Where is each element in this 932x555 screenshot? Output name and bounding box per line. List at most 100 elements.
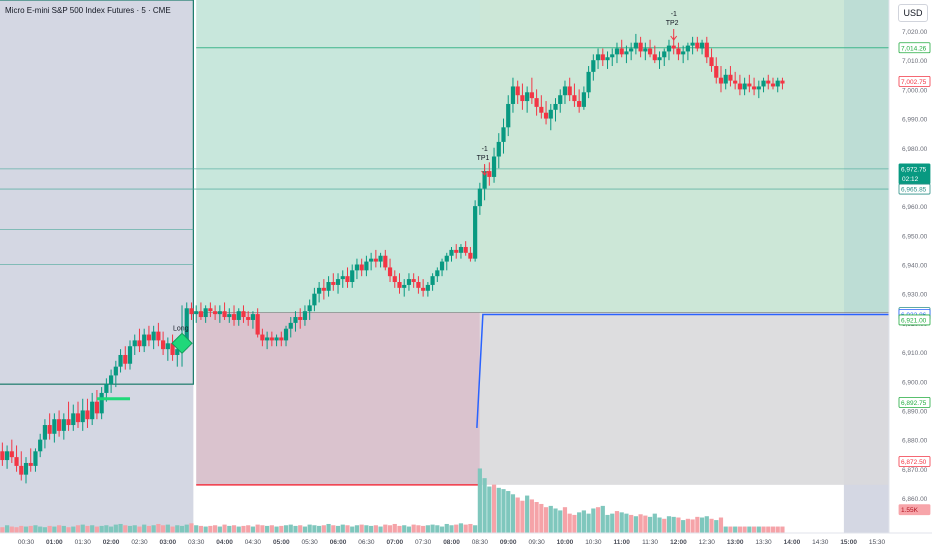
candle[interactable]: [151, 325, 156, 350]
candle[interactable]: [638, 36, 643, 58]
candle[interactable]: [435, 267, 440, 283]
candle[interactable]: [331, 273, 336, 291]
candle[interactable]: [421, 279, 426, 297]
candle[interactable]: [274, 334, 279, 347]
candle[interactable]: [137, 328, 142, 353]
candle[interactable]: [203, 305, 208, 323]
candle[interactable]: [463, 241, 468, 256]
candle[interactable]: [80, 398, 85, 431]
candle[interactable]: [387, 258, 393, 283]
candle[interactable]: [525, 86, 530, 113]
candle[interactable]: [189, 302, 194, 320]
candle[interactable]: [515, 80, 520, 104]
candle[interactable]: [425, 282, 430, 297]
candle[interactable]: [402, 279, 407, 297]
candle[interactable]: [581, 86, 586, 110]
candle[interactable]: [397, 273, 402, 294]
candle[interactable]: [288, 317, 293, 338]
candle[interactable]: [624, 45, 629, 64]
candle[interactable]: [473, 200, 478, 262]
candle[interactable]: [610, 48, 615, 67]
candle[interactable]: [586, 66, 591, 99]
candle[interactable]: [614, 42, 620, 64]
candle[interactable]: [449, 246, 454, 262]
candle[interactable]: [132, 334, 137, 355]
candle[interactable]: [529, 77, 534, 104]
candle[interactable]: [633, 33, 638, 55]
candle[interactable]: [227, 308, 232, 323]
candle[interactable]: [354, 258, 360, 280]
candle[interactable]: [222, 302, 227, 320]
candle[interactable]: [28, 448, 33, 472]
candle[interactable]: [647, 39, 653, 58]
candle[interactable]: [283, 325, 289, 347]
candle[interactable]: [383, 249, 388, 271]
candle[interactable]: [723, 68, 728, 90]
candle[interactable]: [217, 305, 222, 323]
candle[interactable]: [38, 433, 43, 458]
candle[interactable]: [260, 328, 265, 347]
candle[interactable]: [246, 311, 251, 326]
candle[interactable]: [118, 349, 123, 373]
candle[interactable]: [0, 442, 5, 466]
candle[interactable]: [751, 77, 757, 96]
candle[interactable]: [600, 48, 605, 67]
candle[interactable]: [775, 77, 780, 93]
candle[interactable]: [350, 264, 355, 288]
candle[interactable]: [695, 36, 700, 52]
candle[interactable]: [279, 331, 284, 347]
candle[interactable]: [113, 360, 118, 388]
candle[interactable]: [170, 334, 175, 361]
candle[interactable]: [33, 448, 38, 472]
candle[interactable]: [23, 457, 29, 484]
candle[interactable]: [487, 162, 492, 186]
candle[interactable]: [109, 369, 114, 393]
candle[interactable]: [85, 398, 90, 428]
candle[interactable]: [42, 419, 48, 449]
candle[interactable]: [66, 401, 71, 431]
candle[interactable]: [269, 331, 274, 347]
candle[interactable]: [553, 98, 558, 122]
candle[interactable]: [142, 328, 147, 353]
candle[interactable]: [577, 89, 582, 113]
candle[interactable]: [4, 445, 10, 469]
candle[interactable]: [298, 308, 303, 329]
candle[interactable]: [444, 252, 449, 271]
candle[interactable]: [761, 77, 766, 93]
candle[interactable]: [562, 80, 568, 104]
candle[interactable]: [61, 413, 66, 440]
candle[interactable]: [742, 77, 747, 96]
candle[interactable]: [572, 83, 577, 107]
candle[interactable]: [548, 103, 553, 131]
candle[interactable]: [676, 42, 681, 61]
candle[interactable]: [643, 42, 648, 61]
candle[interactable]: [595, 48, 601, 69]
candle[interactable]: [52, 413, 57, 443]
candle[interactable]: [439, 258, 445, 277]
candle[interactable]: [666, 39, 672, 61]
candle[interactable]: [56, 410, 62, 437]
candle[interactable]: [458, 244, 464, 259]
candle[interactable]: [307, 299, 312, 320]
candle[interactable]: [165, 337, 170, 361]
candle[interactable]: [321, 279, 326, 300]
candle[interactable]: [733, 71, 738, 90]
candle[interactable]: [208, 302, 213, 318]
candle[interactable]: [629, 42, 634, 61]
candle[interactable]: [406, 273, 412, 291]
candle[interactable]: [369, 252, 374, 271]
candle[interactable]: [19, 451, 24, 481]
candle[interactable]: [567, 77, 572, 102]
candle[interactable]: [510, 77, 516, 113]
candle[interactable]: [90, 392, 95, 426]
candle[interactable]: [652, 45, 657, 64]
currency-button[interactable]: USD: [898, 4, 928, 22]
candle[interactable]: [161, 331, 166, 355]
candle[interactable]: [747, 74, 752, 93]
candle[interactable]: [156, 322, 161, 347]
candle[interactable]: [326, 276, 331, 297]
candle[interactable]: [534, 89, 539, 116]
candle[interactable]: [359, 258, 364, 277]
